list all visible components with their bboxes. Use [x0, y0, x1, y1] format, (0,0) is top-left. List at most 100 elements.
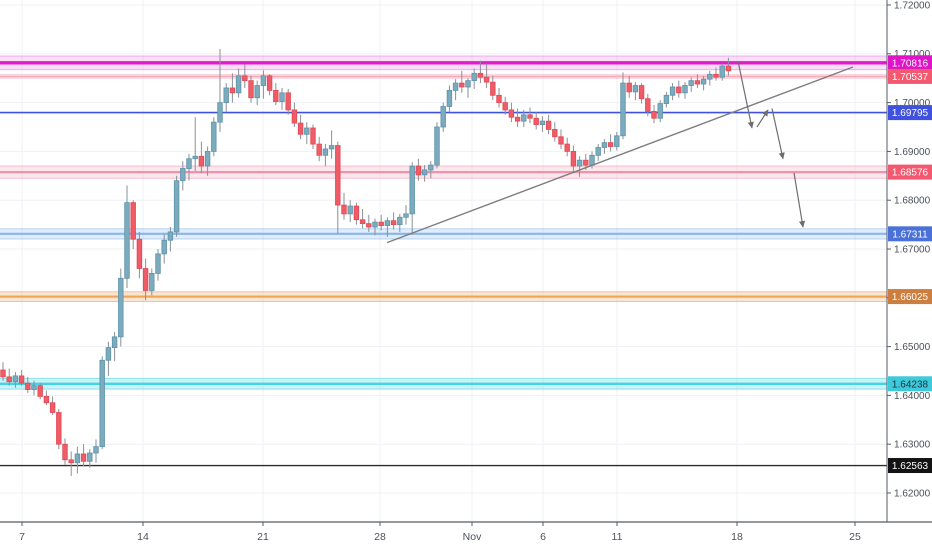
drawn-arrow[interactable] [737, 60, 754, 129]
time-tick-label: 7 [19, 531, 25, 543]
candle-body [186, 158, 192, 169]
candle-body [105, 347, 112, 361]
level-price-label: 1.70537 [892, 72, 929, 83]
candle-body [328, 145, 335, 150]
candle-body [341, 204, 347, 215]
candle-body [130, 202, 136, 240]
candle-body [198, 155, 205, 167]
candle-body [607, 142, 614, 147]
candle-body [620, 82, 626, 137]
candle-body [576, 159, 583, 167]
candle-body [533, 117, 539, 125]
candle-body [149, 272, 155, 291]
trendline[interactable] [386, 66, 854, 244]
level-price-label-bg [888, 105, 932, 121]
candle-body [260, 75, 267, 86]
candle-body [136, 238, 143, 269]
candle-body [713, 73, 719, 78]
chart-pane[interactable] [0, 0, 887, 522]
candle-body [211, 121, 217, 152]
candle-body [632, 85, 639, 93]
candle-body [180, 168, 186, 182]
candle-body [25, 382, 31, 390]
candle-body [601, 142, 608, 148]
candle-body [676, 86, 682, 94]
time-tick-label: 6 [540, 531, 546, 543]
candle-body [310, 127, 316, 145]
time-tick-label: Nov [463, 531, 482, 543]
candle-body [192, 155, 198, 160]
candle-body [564, 143, 570, 152]
candle-body [545, 120, 552, 130]
candle-body [87, 452, 93, 462]
candle-body [638, 85, 645, 100]
candle-body [397, 216, 403, 225]
candle-body [62, 443, 68, 461]
price-tick-label: 1.62000 [894, 488, 931, 499]
level-price-label: 1.69795 [892, 108, 929, 119]
candle-body [155, 253, 161, 274]
candle-body [173, 180, 180, 233]
candle-body [645, 98, 651, 112]
level-price-label: 1.62563 [892, 461, 929, 472]
candle-body [490, 81, 496, 96]
level-price-label-bg [888, 226, 932, 242]
candle-body [570, 150, 577, 167]
price-tick-label: 1.67000 [894, 244, 931, 255]
price-axis[interactable]: 1.72000 1.71000 1.70000 1.69000 1.68000 1.670… [886, 0, 932, 522]
candle-body [725, 65, 732, 72]
drawn-arrow[interactable] [771, 108, 785, 160]
candle-body [242, 75, 248, 82]
level-price-label-bg [888, 376, 932, 392]
candle-body [229, 87, 236, 94]
candle-body [465, 80, 471, 88]
candle-body [552, 129, 558, 138]
candle-body [43, 395, 50, 404]
time-axis-background[interactable] [0, 522, 932, 550]
drawn-arrow[interactable] [793, 172, 806, 228]
candles-layer [0, 48, 732, 476]
candle-body [372, 221, 378, 228]
candle-body [508, 109, 515, 118]
time-axis[interactable]: 7 14 21 28 Nov 6 11 18 25 [0, 521, 932, 550]
time-tick-label: 14 [137, 531, 149, 543]
level-price-label-bg [888, 458, 932, 474]
time-tick-label: 28 [374, 531, 386, 543]
price-tick-label: 1.70000 [894, 98, 931, 109]
candle-body [384, 220, 391, 226]
price-tick-label: 1.68000 [894, 196, 931, 207]
candle-body [99, 359, 105, 448]
candle-body [669, 86, 676, 96]
candle-body [390, 220, 397, 225]
candle-body [279, 92, 285, 103]
candle-body [428, 164, 434, 171]
candle-body [37, 385, 43, 397]
level-price-label-bg [888, 55, 932, 71]
price-tick-label: 1.69000 [894, 147, 931, 158]
candle-body [359, 219, 366, 225]
time-tick-label: 21 [257, 531, 269, 543]
price-tick-label: 1.65000 [894, 342, 931, 353]
time-tick-label: 25 [849, 531, 861, 543]
candle-body [80, 453, 87, 462]
candle-body [421, 169, 428, 176]
candle-body [682, 85, 688, 94]
candle-body [558, 136, 564, 145]
level-price-label-bg [888, 68, 932, 84]
candle-body [502, 102, 508, 111]
candle-body [204, 150, 211, 167]
candle-body [322, 148, 329, 156]
candle-body [514, 116, 521, 122]
candle-body [688, 80, 694, 86]
level-price-label: 1.70816 [892, 58, 929, 69]
candle-body [335, 145, 341, 206]
candle-body [651, 110, 657, 119]
candle-body [719, 65, 725, 78]
candle-body [142, 268, 149, 291]
drawn-arrow[interactable] [756, 109, 769, 128]
price-axis-background[interactable] [887, 0, 932, 522]
candle-body [440, 106, 446, 128]
candle-body [248, 80, 254, 99]
candle-body [409, 165, 415, 215]
candle-body [657, 103, 663, 119]
